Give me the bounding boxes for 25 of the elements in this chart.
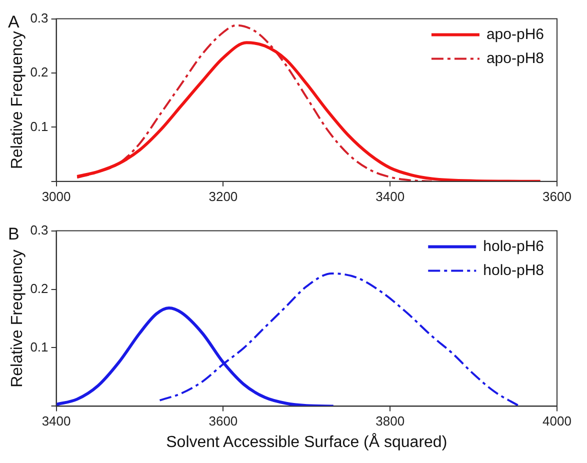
legend-label: holo-pH8 (483, 262, 544, 279)
legend-label: holo-pH6 (483, 238, 544, 255)
y-tick-label: 0.1 (30, 118, 48, 134)
chart-title: A (8, 12, 20, 32)
x-tick-label: 3600 (208, 414, 238, 429)
x-axis-title: Solvent Accessible Surface (Å squared) (166, 432, 448, 451)
y-axis-title: Relative Frequency (9, 250, 26, 388)
x-tick-label: 3000 (42, 188, 71, 204)
x-tick-label: 3800 (376, 414, 405, 429)
line-series (76, 41, 542, 182)
y-tick-label: 0.1 (30, 339, 48, 354)
chart-title: B (8, 224, 20, 244)
x-tick-label: 3400 (376, 188, 405, 204)
x-tick-label: 3600 (542, 188, 572, 204)
x-tick-label: 4000 (542, 414, 572, 429)
y-tick-label: 0.2 (30, 280, 48, 296)
y-axis-title: Relative Frequency (9, 31, 26, 170)
legend-label: apo-pH6 (486, 26, 544, 43)
legend-label: apo-pH8 (486, 50, 544, 67)
y-tick-label: 0.3 (30, 10, 48, 26)
y-tick-label: 0.2 (30, 64, 48, 80)
x-tick-label: 3200 (208, 188, 238, 204)
x-tick-label: 3400 (42, 414, 71, 429)
y-tick-label: 0.3 (30, 222, 48, 238)
line-series (76, 24, 433, 182)
